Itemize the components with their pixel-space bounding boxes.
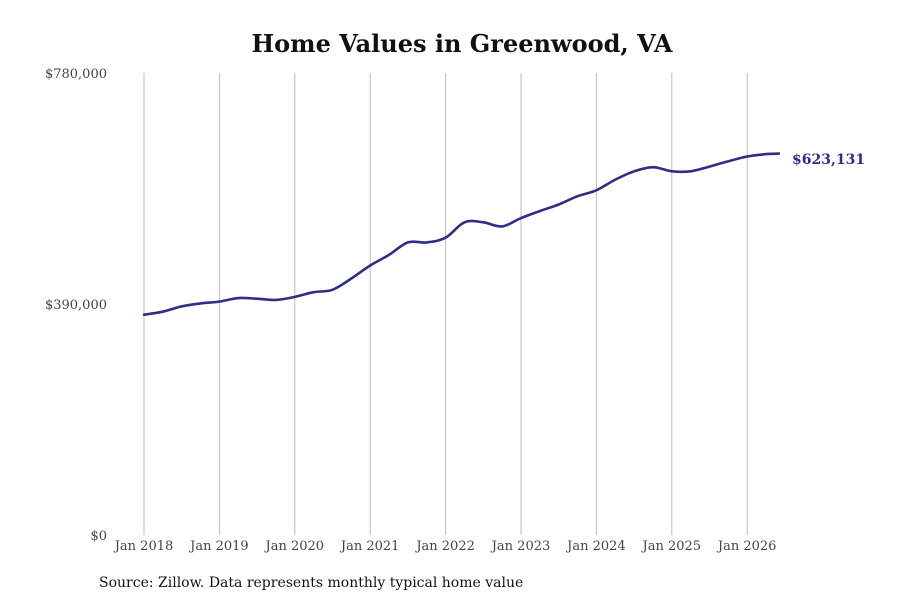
x-tick-label: Jan 2018 [113,539,174,554]
x-tick-label: Jan 2019 [188,539,249,554]
x-tick-label: Jan 2023 [490,539,551,554]
y-axis-ticks: $0 $390,000 $780,000 [45,67,107,544]
vertical-gridlines [143,73,748,535]
chart-title: Home Values in Greenwood, VA [252,29,673,58]
x-tick-label: Jan 2024 [565,539,626,554]
x-axis-ticks: Jan 2018 Jan 2019 Jan 2020 Jan 2021 Jan 2022… [113,539,777,554]
x-tick-label: Jan 2020 [264,539,325,554]
y-tick-label: $0 [90,529,107,544]
home-value-series-line [142,152,781,316]
x-tick-label: Jan 2025 [641,539,702,554]
y-tick-label: $780,000 [45,67,107,82]
x-tick-label: Jan 2022 [414,539,475,554]
source-note: Source: Zillow. Data represents monthly … [99,575,523,591]
x-tick-label: Jan 2021 [339,539,400,554]
y-tick-label: $390,000 [45,298,107,313]
x-tick-label: Jan 2026 [716,539,777,554]
latest-value-label: $623,131 [792,152,865,168]
